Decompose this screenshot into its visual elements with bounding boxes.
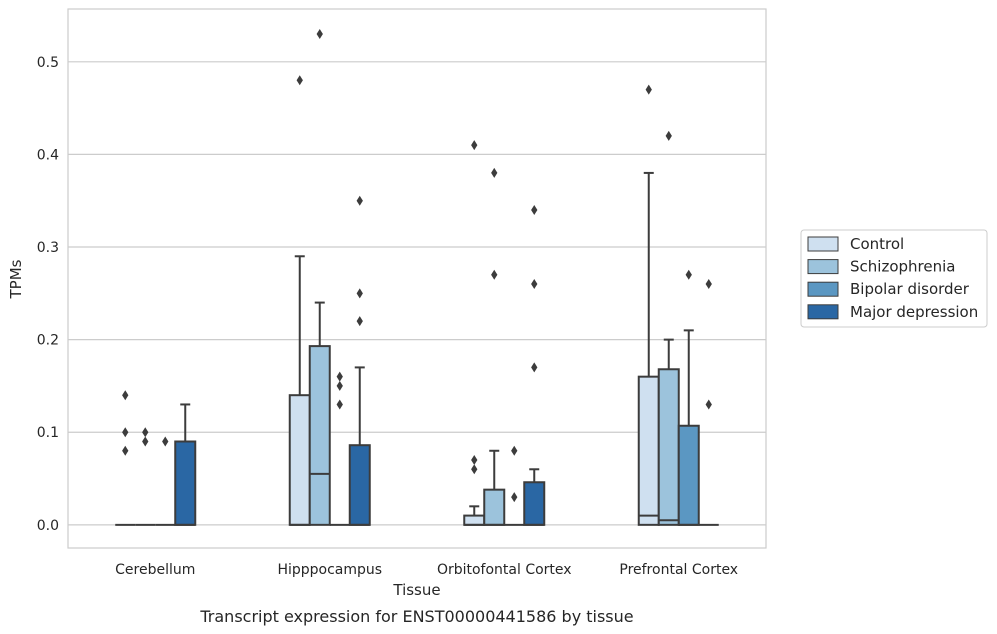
outlier-point	[162, 436, 169, 447]
outlier-point	[336, 371, 343, 382]
chart-caption: Transcript expression for ENST0000044158…	[199, 607, 633, 626]
y-tick-label: 0.4	[37, 147, 59, 163]
box-schizophrenia	[135, 427, 156, 526]
box-body	[483, 488, 506, 526]
legend-label: Control	[850, 235, 904, 253]
outlier-point	[491, 167, 498, 178]
box-bipolar-disorder	[504, 445, 525, 526]
outlier-point	[685, 269, 692, 280]
x-axis-label: Tissue	[392, 581, 440, 599]
x-tick-label: Hipppocampus	[277, 562, 382, 578]
legend-label: Schizophrenia	[850, 258, 955, 276]
outlier-point	[491, 269, 498, 280]
box-schizophrenia	[483, 167, 506, 526]
box-control	[288, 75, 311, 526]
box-major-depression	[348, 195, 371, 526]
x-axis-ticks: Cerebellum Hipppocampus Orbitofontal Corte…	[115, 562, 738, 578]
outlier-point	[705, 279, 712, 290]
outlier-point	[471, 455, 478, 466]
outlier-point	[645, 84, 652, 95]
outlier-point	[356, 195, 363, 206]
legend-label: Bipolar disorder	[850, 280, 970, 298]
box-body	[657, 368, 680, 526]
outlier-point	[356, 316, 363, 327]
outlier-point	[511, 445, 518, 456]
y-tick-label: 0.2	[37, 333, 59, 349]
box-body	[637, 375, 660, 526]
box-body	[348, 444, 371, 526]
box-control	[463, 140, 486, 526]
box-body	[677, 424, 700, 526]
outlier-point	[122, 390, 129, 401]
box-body	[523, 481, 546, 526]
outlier-point	[316, 29, 323, 40]
y-tick-label: 0.5	[37, 55, 59, 71]
box-major-depression	[523, 204, 546, 526]
box-series-group	[115, 29, 719, 526]
outlier-point	[356, 288, 363, 299]
x-tick-label: Prefrontal Cortex	[619, 562, 738, 578]
legend-swatch	[807, 236, 839, 252]
outlier-point	[531, 204, 538, 215]
legend-frame	[800, 229, 988, 328]
legend: Control Schizophrenia Bipolar disorder Majo…	[800, 229, 988, 328]
legend-label: Major depression	[850, 303, 978, 321]
box-schizophrenia	[308, 29, 331, 526]
box-control	[637, 84, 660, 526]
box-body	[288, 394, 311, 526]
legend-swatch	[807, 304, 839, 320]
box-body	[308, 345, 331, 526]
box-major-depression	[174, 403, 197, 526]
outlier-point	[122, 445, 129, 456]
outlier-point	[705, 399, 712, 410]
box-body	[174, 440, 197, 526]
box-bipolar-disorder	[677, 269, 700, 526]
box-bipolar-disorder	[155, 436, 176, 526]
box-body	[463, 514, 486, 526]
box-schizophrenia	[657, 130, 680, 526]
y-tick-label: 0.0	[37, 518, 59, 534]
box-major-depression	[698, 279, 719, 526]
outlier-point	[296, 75, 303, 86]
outlier-point	[471, 140, 478, 151]
outlier-point	[336, 380, 343, 391]
outlier-point	[531, 362, 538, 373]
x-tick-label: Orbitofontal Cortex	[437, 562, 572, 578]
y-tick-label: 0.1	[37, 425, 59, 441]
y-axis-ticks: 0.0 0.1 0.2 0.3 0.4 0.5	[37, 55, 59, 534]
legend-swatch	[807, 259, 839, 275]
x-tick-label: Cerebellum	[115, 562, 195, 578]
outlier-point	[665, 130, 672, 141]
outlier-point	[531, 279, 538, 290]
outlier-point	[511, 492, 518, 503]
y-axis-label: TPMs	[7, 259, 25, 299]
outlier-point	[142, 436, 149, 447]
outlier-point	[122, 427, 129, 438]
plot-frame	[67, 8, 767, 549]
outlier-point	[336, 399, 343, 410]
box-bipolar-disorder	[329, 371, 350, 526]
y-tick-label: 0.3	[37, 240, 59, 256]
legend-swatch	[807, 281, 839, 297]
outlier-point	[142, 427, 149, 438]
box-control	[115, 390, 136, 526]
outlier-point	[471, 464, 478, 475]
